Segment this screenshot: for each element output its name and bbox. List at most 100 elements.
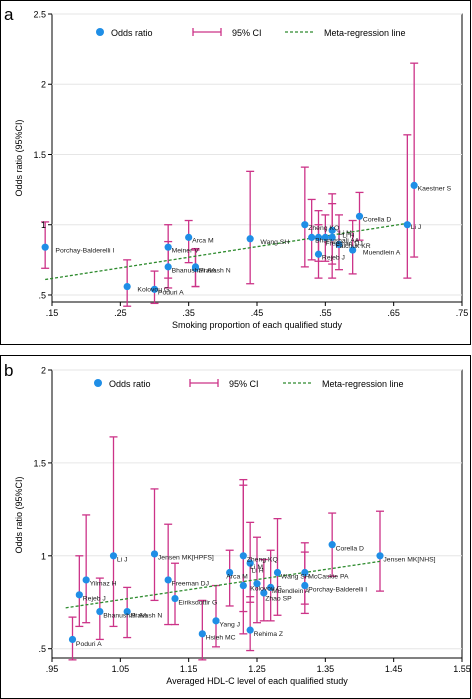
study-label: Wang SH: [281, 573, 310, 580]
y-tick-label: 2: [41, 80, 46, 90]
study-label: Meiner V: [172, 247, 200, 254]
study-label: Arca M: [192, 237, 214, 244]
odds-ratio-point: [321, 233, 329, 241]
odds-ratio-point: [150, 550, 159, 558]
study-label: Poduri A: [158, 289, 184, 296]
odds-ratio-point: [68, 635, 77, 644]
x-tick-label: 1.05: [112, 664, 130, 674]
legend-odds-ratio-label: Odds ratio: [111, 28, 153, 38]
y-tick-label: 1.5: [33, 150, 46, 160]
odds-ratio-point: [246, 235, 254, 243]
y-tick-label: 2: [41, 366, 46, 376]
odds-ratio-point: [123, 607, 131, 616]
odds-ratio-point: [171, 594, 179, 603]
study-label: Arca M: [226, 573, 248, 580]
study-label: Yilmaz H: [90, 581, 117, 588]
y-tick-label: .5: [38, 290, 46, 300]
odds-ratio-point: [226, 568, 234, 577]
odds-ratio-point: [273, 568, 282, 577]
odds-ratio-point: [328, 226, 336, 234]
odds-ratio-point: [239, 581, 247, 590]
meta-regression-line: [45, 222, 408, 281]
study-label: Falchuk KR: [336, 243, 371, 250]
study-label: Bhanushali AA: [315, 237, 360, 244]
study-label: Corella D: [363, 216, 391, 223]
x-tick-label: .65: [387, 308, 400, 318]
odds-ratio-point: [41, 243, 49, 251]
odds-ratio-point: [164, 263, 172, 271]
y-tick-label: 1.5: [33, 458, 46, 468]
study-label: Kolovou G: [250, 585, 282, 592]
odds-ratio-point: [82, 576, 90, 584]
panel-a-plot-area: [51, 13, 463, 303]
x-tick-label: .25: [114, 308, 127, 318]
odds-ratio-point: [301, 221, 309, 229]
odds-ratio-point: [164, 576, 172, 584]
x-tick-label: 1.55: [453, 664, 471, 674]
legend-ci-label: 95% CI: [232, 28, 262, 38]
study-label: Porchay-Balderelli I: [308, 586, 367, 593]
study-label: Rejeb J: [83, 596, 106, 603]
odds-ratio-point: [349, 246, 357, 254]
study-label: Corella D: [336, 545, 364, 552]
y-tick-label: .5: [38, 644, 46, 654]
x-tick-label: .95: [46, 664, 59, 674]
study-label: Li M: [250, 564, 263, 571]
study-label: Porchay-Balderelli I: [55, 247, 114, 254]
study-label: Eiriksdottir G: [178, 599, 217, 606]
study-label: Zheng KQ: [247, 557, 278, 564]
study-label: Zheng KQ: [308, 225, 339, 232]
study-label: Freeman DJ: [325, 240, 362, 247]
odds-ratio-point: [239, 552, 247, 560]
study-label: Li H: [252, 567, 264, 574]
study-label: Li J: [411, 224, 422, 231]
x-tick-label: .75: [456, 308, 469, 318]
study-label: Kaestner S: [418, 186, 452, 193]
study-label: Hsieh MC: [206, 635, 236, 642]
odds-ratio-point: [328, 541, 336, 549]
odds-ratio-point: [376, 552, 384, 560]
odds-ratio-point: [185, 233, 193, 241]
panel-b-label: b: [4, 361, 13, 380]
odds-ratio-point: [410, 181, 418, 189]
legend-odds-ratio-marker: [96, 28, 104, 36]
odds-ratio-point: [150, 285, 159, 293]
odds-ratio-point: [253, 580, 261, 588]
study-label: Jensen MK[HPFS]: [158, 555, 214, 562]
x-tick-label: 1.25: [248, 664, 266, 674]
x-tick-label: .45: [251, 308, 264, 318]
y-tick-label: 2.5: [33, 10, 46, 20]
study-label: Muendlein A: [363, 249, 401, 256]
y-tick-label: 1: [41, 220, 46, 230]
panel-a-label: a: [4, 5, 14, 24]
study-label: Li J: [117, 557, 128, 564]
odds-ratio-point: [123, 282, 131, 291]
study-label: Rejeb J: [322, 254, 345, 261]
study-label: Zhao SP: [265, 596, 292, 603]
odds-ratio-point: [355, 212, 364, 220]
study-label: Bhanushali AA: [103, 612, 148, 619]
study-label: McCaskie PA: [308, 573, 349, 580]
odds-ratio-point: [301, 581, 309, 590]
odds-ratio-point: [335, 240, 343, 248]
x-tick-label: 1.15: [180, 664, 198, 674]
odds-ratio-point: [75, 591, 83, 599]
study-label: Kolovou G: [137, 287, 169, 294]
study-label: Li H: [342, 233, 354, 240]
study-label: Prakash N: [131, 612, 163, 619]
panel-a: a Odds ratio 95% CI Meta-regression line…: [0, 0, 471, 345]
odds-ratio-point: [246, 559, 254, 567]
odds-ratio-point: [314, 250, 323, 258]
panel-a-y-axis-title: Odds ratio (95%CI): [14, 119, 24, 196]
odds-ratio-point: [246, 626, 254, 634]
odds-ratio-point: [328, 233, 336, 241]
odds-ratio-point: [301, 568, 309, 577]
study-label: Yang J: [219, 622, 240, 629]
panel-b-y-axis-title: Odds ratio (95%CI): [14, 476, 24, 553]
odds-ratio-point: [109, 552, 118, 560]
meta-regression-line: [65, 560, 381, 609]
odds-ratio-point: [403, 221, 411, 229]
legend-odds-ratio-label: Odds ratio: [109, 379, 151, 389]
odds-ratio-point: [267, 583, 275, 591]
